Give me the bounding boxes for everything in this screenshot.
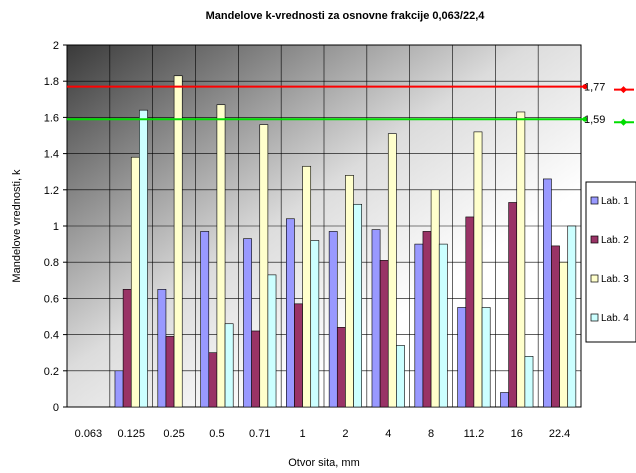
legend-entry-label: Lab. 2 [601, 235, 629, 246]
y-tick-label: 1 [53, 221, 59, 233]
y-tick-label: 2 [53, 40, 59, 52]
reference-line-endpoint [582, 116, 588, 122]
bar-lab-3-1 [302, 165, 312, 408]
reference-lines: 1,77 1,59 [67, 82, 634, 126]
x-axis-ticks: 0.063 0.125 0.25 0.5 0.71 1 2 4 8 11.2 16 22.4 [75, 428, 571, 440]
y-tick-label: 1.2 [44, 185, 59, 197]
legend-swatch [590, 274, 599, 283]
bar-lab-4-22_4 [567, 225, 577, 408]
reference-legend-marker [619, 86, 628, 94]
bar-lab-2-0_125 [122, 289, 132, 408]
x-tick-label: 0.25 [163, 428, 184, 440]
y-axis-ticks: 0 0.2 0.4 0.6 0.8 1 1.2 1.4 1.6 1.8 2 [44, 40, 67, 414]
bar-lab-3-16 [516, 111, 526, 408]
bar-lab-3-4 [387, 133, 397, 408]
x-tick-label: 0.125 [117, 428, 145, 440]
y-tick-label: 1.8 [44, 76, 59, 88]
x-tick-label: 11.2 [464, 428, 485, 440]
legend-swatch [590, 196, 599, 205]
x-tick-label: 8 [428, 428, 434, 440]
bar-lab-4-8 [438, 243, 448, 408]
legend-entry-label: Lab. 4 [601, 313, 629, 324]
x-tick-label: 1 [300, 428, 306, 440]
x-tick-label: 0.71 [249, 428, 270, 440]
reference-line-label: 1,77 [584, 82, 605, 94]
bar-lab-4-11_2 [481, 307, 491, 408]
y-tick-label: 0.8 [44, 257, 59, 269]
reference-line-endpoint [582, 84, 588, 90]
bar-lab-1-1 [286, 218, 295, 408]
bar-lab-3-0_5 [216, 104, 226, 408]
bar-lab-2-11_2 [465, 216, 475, 408]
bar-lab-2-0_5 [208, 352, 218, 408]
legend: Lab. 1 Lab. 2 Lab. 3 Lab. 4 [585, 181, 636, 343]
bar-lab-2-1 [294, 303, 303, 408]
x-tick-label: 22.4 [549, 428, 570, 440]
bar-lab-1-11_2 [457, 307, 467, 408]
bar-lab-3-8 [430, 189, 440, 408]
bar-lab-1-8 [414, 243, 424, 408]
bar-lab-2-22_4 [551, 245, 560, 408]
bar-lab-2-8 [422, 231, 432, 408]
chart-title: Mandelove k-vrednosti za osnovne frakcij… [206, 10, 486, 22]
y-tick-label: 0 [53, 402, 59, 414]
x-tick-label: 0.5 [209, 428, 224, 440]
y-tick-label: 1.6 [44, 112, 59, 124]
x-axis-label: Otvor sita, mm [288, 457, 360, 469]
y-tick-label: 0.2 [44, 366, 59, 378]
bar-lab-2-16 [508, 202, 518, 408]
bar-lab-3-2 [345, 175, 354, 408]
bar-lab-1-16 [500, 392, 509, 408]
y-tick-label: 0.4 [44, 330, 59, 342]
reference-legend-marker [619, 118, 628, 126]
bar-lab-4-0_5 [224, 323, 234, 408]
bar-lab-2-0_71 [251, 330, 261, 408]
bar-lab-3-0_25 [173, 75, 183, 408]
y-tick-label: 0.6 [44, 293, 59, 305]
x-tick-label: 2 [342, 428, 348, 440]
legend-entry-label: Lab. 3 [601, 274, 629, 285]
x-tick-label: 16 [511, 428, 523, 440]
legend-swatch [590, 235, 599, 244]
x-tick-label: 4 [385, 428, 391, 440]
bar-lab-1-0_25 [157, 289, 167, 408]
legend-swatch [590, 313, 599, 322]
bar-lab-3-22_4 [559, 261, 569, 408]
y-tick-label: 1.4 [44, 149, 59, 161]
y-axis-label: Mandelove vrednosti, k [11, 169, 23, 283]
bar-lab-2-0_25 [165, 336, 175, 408]
bar-lab-4-0_125 [139, 109, 148, 408]
bar-lab-4-2 [353, 203, 362, 408]
bar-lab-3-0_125 [130, 156, 140, 408]
bars [114, 75, 577, 408]
grid [67, 44, 581, 408]
bar-lab-4-4 [396, 345, 405, 408]
bar-lab-3-11_2 [473, 131, 483, 408]
bar-lab-4-0_71 [267, 274, 277, 408]
bar-lab-1-0_5 [200, 231, 210, 408]
bar-lab-2-2 [336, 327, 346, 408]
legend-entry-label: Lab. 1 [601, 196, 629, 207]
reference-line-label: 1,59 [584, 114, 605, 126]
bar-lab-4-1 [310, 240, 320, 408]
bar-lab-1-22_4 [543, 178, 552, 408]
bar-lab-1-2 [328, 231, 338, 408]
bar-lab-3-0_71 [259, 124, 269, 408]
x-tick-label: 0.063 [75, 428, 103, 440]
bar-lab-1-4 [371, 229, 381, 408]
bar-lab-1-0_125 [114, 370, 124, 408]
bar-lab-4-16 [524, 356, 534, 408]
bar-lab-1-0_71 [243, 238, 252, 408]
bar-lab-2-4 [379, 260, 389, 408]
